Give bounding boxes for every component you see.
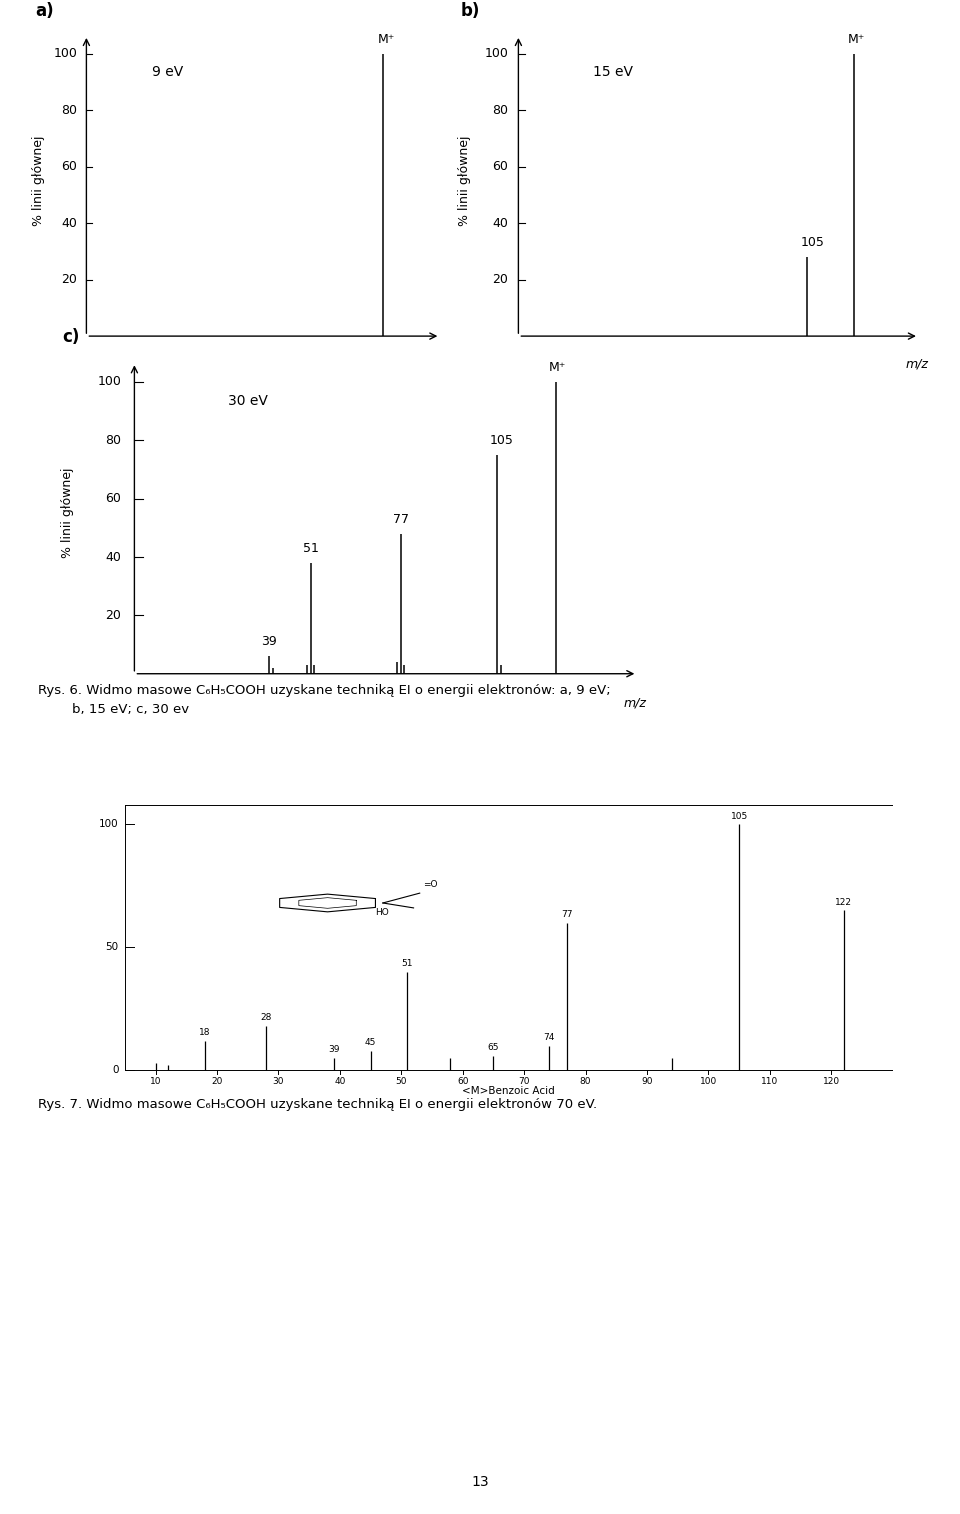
Text: =O: =O <box>422 881 438 889</box>
Text: 74: 74 <box>543 1033 555 1042</box>
Text: 80: 80 <box>106 435 121 447</box>
Text: 0: 0 <box>112 1066 119 1075</box>
Text: 9 eV: 9 eV <box>152 65 183 79</box>
Text: b): b) <box>461 2 480 20</box>
Text: 39: 39 <box>261 636 277 648</box>
Text: 105: 105 <box>802 236 825 250</box>
Text: 77: 77 <box>393 513 409 525</box>
Text: 65: 65 <box>488 1043 499 1052</box>
Text: 20: 20 <box>211 1076 223 1086</box>
Text: 30 eV: 30 eV <box>228 394 268 407</box>
Text: 100: 100 <box>99 819 119 830</box>
Text: 60: 60 <box>106 492 121 506</box>
Text: a): a) <box>36 2 54 20</box>
Text: m/z: m/z <box>427 357 450 371</box>
Text: 40: 40 <box>334 1076 346 1086</box>
Text: 60: 60 <box>492 160 508 173</box>
Text: 30: 30 <box>273 1076 284 1086</box>
Text: 105: 105 <box>731 812 748 821</box>
Text: 100: 100 <box>54 47 77 61</box>
Text: M⁺: M⁺ <box>848 33 865 47</box>
Text: % linii głównej: % linii głównej <box>33 136 45 226</box>
Text: 100: 100 <box>484 47 508 61</box>
Text: 80: 80 <box>61 104 77 117</box>
Text: 40: 40 <box>492 217 508 230</box>
Text: 10: 10 <box>150 1076 161 1086</box>
Text: 77: 77 <box>562 910 573 919</box>
Text: 40: 40 <box>106 551 121 563</box>
Text: 20: 20 <box>106 609 121 622</box>
Text: 20: 20 <box>61 273 77 286</box>
Text: <M>Benzoic Acid: <M>Benzoic Acid <box>463 1087 555 1096</box>
Text: 15 eV: 15 eV <box>592 65 633 79</box>
Text: 100: 100 <box>98 375 121 389</box>
Text: 18: 18 <box>199 1028 210 1037</box>
Text: 40: 40 <box>61 217 77 230</box>
Text: m/z: m/z <box>623 696 646 709</box>
Text: 60: 60 <box>457 1076 468 1086</box>
Text: 39: 39 <box>328 1045 340 1054</box>
Text: M⁺: M⁺ <box>548 360 565 374</box>
Text: 80: 80 <box>580 1076 591 1086</box>
Text: 13: 13 <box>471 1475 489 1490</box>
Text: % linii głównej: % linii głównej <box>60 468 74 559</box>
Text: M⁺: M⁺ <box>377 33 395 47</box>
Text: 122: 122 <box>835 898 852 907</box>
Text: 90: 90 <box>641 1076 653 1086</box>
Text: c): c) <box>61 329 79 347</box>
Text: 50: 50 <box>106 942 119 952</box>
Text: 100: 100 <box>700 1076 717 1086</box>
Text: % linii głównej: % linii głównej <box>458 136 471 226</box>
Text: 28: 28 <box>260 1013 272 1022</box>
Text: 120: 120 <box>823 1076 840 1086</box>
Text: 45: 45 <box>365 1039 376 1048</box>
Text: HO: HO <box>375 908 389 917</box>
Text: Rys. 6. Widmo masowe C₆H₅COOH uzyskane techniką EI o energii elektronów: a, 9 eV: Rys. 6. Widmo masowe C₆H₅COOH uzyskane t… <box>38 684 611 716</box>
Text: 110: 110 <box>761 1076 779 1086</box>
Text: 70: 70 <box>518 1076 530 1086</box>
Text: 51: 51 <box>303 542 319 554</box>
Text: m/z: m/z <box>905 357 928 371</box>
Text: 60: 60 <box>61 160 77 173</box>
Text: 80: 80 <box>492 104 508 117</box>
Text: 50: 50 <box>396 1076 407 1086</box>
Text: Rys. 7. Widmo masowe C₆H₅COOH uzyskane techniką EI o energii elektronów 70 eV.: Rys. 7. Widmo masowe C₆H₅COOH uzyskane t… <box>38 1098 597 1111</box>
Text: 105: 105 <box>490 435 514 447</box>
Text: 20: 20 <box>492 273 508 286</box>
Text: 51: 51 <box>401 960 413 969</box>
